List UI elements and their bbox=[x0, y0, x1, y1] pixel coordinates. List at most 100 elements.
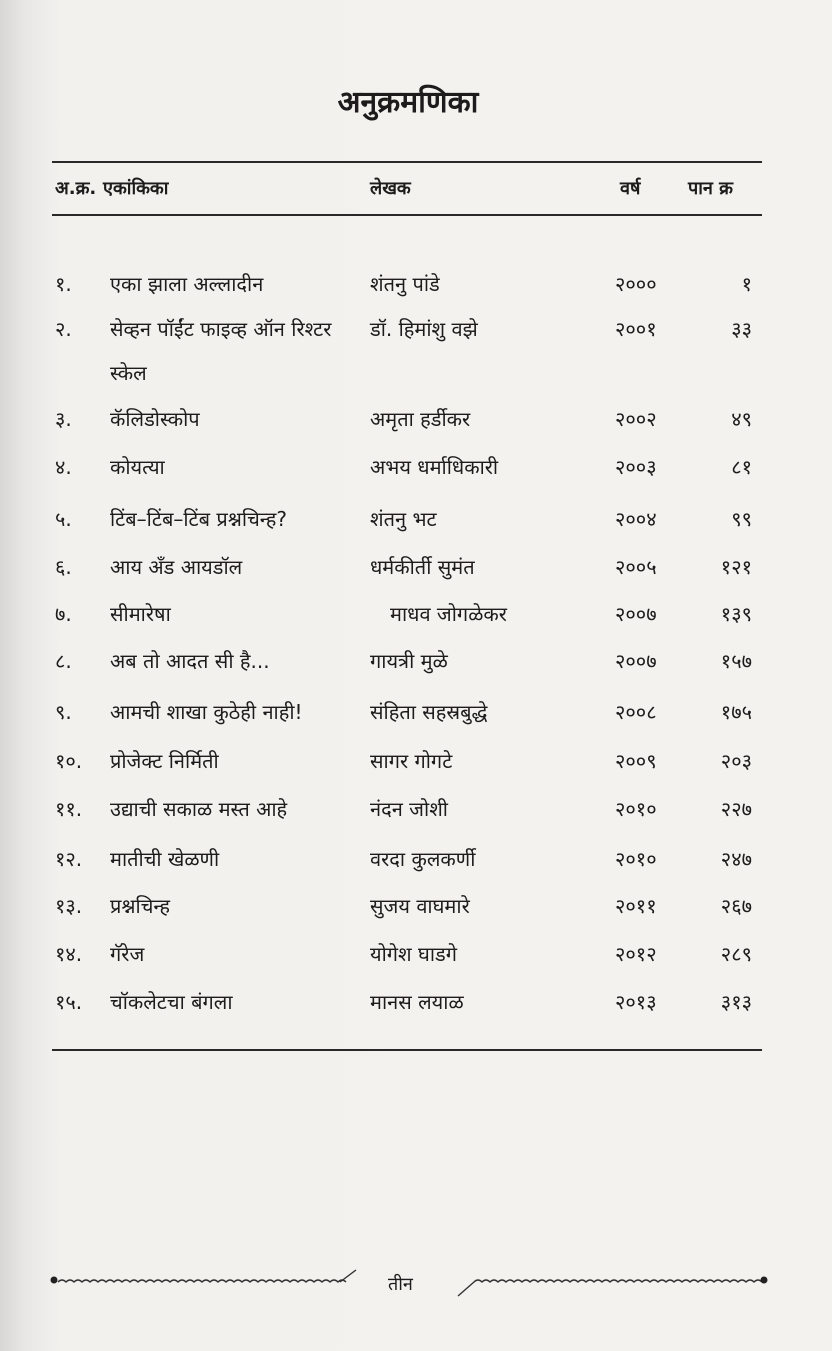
row-number: १. bbox=[55, 272, 72, 296]
author-name: योगेश घाडगे bbox=[370, 942, 457, 966]
year: २००१ bbox=[615, 317, 657, 341]
bottom-rule bbox=[52, 1049, 762, 1051]
year: २००९ bbox=[615, 749, 657, 773]
play-title: सीमारेषा bbox=[110, 602, 171, 626]
page-number-cell: १ bbox=[741, 272, 752, 296]
wavy-ornament-icon bbox=[50, 1269, 768, 1297]
table-row: ९. आमची शाखा कुठेही नाही! संहिता सहस्रबुद्… bbox=[0, 690, 832, 734]
table-row: ११. उद्याची सकाळ मस्त आहे नंदन जोशी २०१० २२७ bbox=[0, 787, 832, 831]
play-title: सेव्हन पॉईंट फाइव्ह ऑन रिश्टर स्केल bbox=[110, 317, 332, 385]
row-number: ७. bbox=[55, 602, 72, 626]
table-row: ४. कोयत्या अभय धर्माधिकारी २००३ ८१ bbox=[0, 445, 832, 489]
author-name: सुजय वाघमारे bbox=[370, 894, 470, 918]
page-number-cell: २४७ bbox=[720, 847, 752, 871]
play-title: प्रश्नचिन्ह bbox=[110, 894, 170, 918]
author-name: मानस लयाळ bbox=[370, 990, 464, 1014]
page-number-cell: २६७ bbox=[720, 894, 752, 918]
table-row: ६. आय अँड आयडॉल धर्मकीर्ती सुमंत २००५ १२१ bbox=[0, 545, 832, 589]
page-number-cell: ९९ bbox=[731, 507, 752, 531]
row-number: ९. bbox=[55, 700, 72, 724]
page-number: तीन bbox=[388, 1274, 413, 1295]
row-number: १४. bbox=[55, 942, 83, 966]
year: २०१० bbox=[615, 797, 657, 821]
play-title: टिंब–टिंब–टिंब प्रश्नचिन्ह? bbox=[110, 507, 288, 531]
row-number: १०. bbox=[55, 749, 83, 773]
table-row: १५. चॉकलेटचा बंगला मानस लयाळ २०१३ ३१३ bbox=[0, 980, 832, 1024]
play-title: गॅरेज bbox=[110, 942, 145, 966]
play-title: चॉकलेटचा बंगला bbox=[110, 990, 233, 1014]
table-row: १४. गॅरेज योगेश घाडगे २०१२ २८९ bbox=[0, 932, 832, 976]
row-number: ४. bbox=[55, 455, 72, 479]
page-title: अनुक्रमणिका bbox=[337, 85, 479, 120]
row-number: १२. bbox=[55, 847, 83, 871]
top-rule bbox=[52, 161, 762, 163]
page-number-cell: १५७ bbox=[720, 649, 752, 673]
header-year: वर्ष bbox=[620, 178, 641, 199]
author-name: नंदन जोशी bbox=[370, 797, 448, 821]
year: २००० bbox=[615, 272, 657, 296]
row-number: २. bbox=[55, 317, 72, 341]
year: २००७ bbox=[615, 602, 657, 626]
row-number: ३. bbox=[55, 407, 72, 431]
year: २०१२ bbox=[615, 942, 657, 966]
year: २०१३ bbox=[615, 990, 657, 1014]
page-number-cell: २८९ bbox=[720, 942, 752, 966]
year: २००४ bbox=[615, 507, 657, 531]
author-name: गायत्री मुळे bbox=[370, 649, 448, 673]
page-footer: तीन bbox=[0, 1268, 832, 1308]
year: २००८ bbox=[615, 700, 657, 724]
play-title: कॅलिडोस्कोप bbox=[110, 407, 200, 431]
page-number-cell: २०३ bbox=[720, 749, 752, 773]
page-number-cell: ४९ bbox=[731, 407, 752, 431]
table-row: १३. प्रश्नचिन्ह सुजय वाघमारे २०११ २६७ bbox=[0, 884, 832, 928]
author-name: सागर गोगटे bbox=[370, 749, 453, 773]
author-name: माधव जोगळेकर bbox=[390, 602, 507, 626]
author-name: धर्मकीर्ती सुमंत bbox=[370, 555, 475, 579]
row-number: १३. bbox=[55, 894, 83, 918]
author-name: संहिता सहस्रबुद्धे bbox=[370, 700, 488, 724]
header-author: लेखक bbox=[370, 178, 411, 199]
play-title: प्रोजेक्ट निर्मिती bbox=[110, 749, 219, 773]
play-title: अब तो आदत सी है... bbox=[110, 649, 270, 673]
table-row: १. एका झाला अल्लादीन शंतनु पांडे २००० १ bbox=[0, 262, 832, 306]
year: २००२ bbox=[615, 407, 657, 431]
header-number: अ.क्र. bbox=[55, 178, 97, 199]
table-row: २. सेव्हन पॉईंट फाइव्ह ऑन रिश्टर स्केल डॉ.… bbox=[0, 307, 832, 385]
header-page: पान क्र bbox=[688, 178, 733, 199]
header-play: एकांकिका bbox=[103, 178, 169, 199]
page-number-cell: १२१ bbox=[720, 555, 752, 579]
play-title: उद्याची सकाळ मस्त आहे bbox=[110, 797, 288, 821]
row-number: ८. bbox=[55, 649, 72, 673]
play-title: कोयत्या bbox=[110, 455, 165, 479]
page-number-cell: ३१३ bbox=[720, 990, 752, 1014]
page-number-cell: ३३ bbox=[731, 317, 752, 341]
author-name: वरदा कुलकर्णी bbox=[370, 847, 476, 871]
table-row: ५. टिंब–टिंब–टिंब प्रश्नचिन्ह? शंतनु भट २००… bbox=[0, 497, 832, 541]
page-number-cell: १३९ bbox=[720, 602, 752, 626]
row-number: ५. bbox=[55, 507, 72, 531]
row-number: ११. bbox=[55, 797, 83, 821]
table-row: १२. मातीची खेळणी वरदा कुलकर्णी २०१० २४७ bbox=[0, 837, 832, 881]
year: २००३ bbox=[615, 455, 657, 479]
play-title: एका झाला अल्लादीन bbox=[110, 272, 264, 296]
page-number-cell: १७५ bbox=[720, 700, 752, 724]
table-row: ३. कॅलिडोस्कोप अमृता हर्डीकर २००२ ४९ bbox=[0, 397, 832, 441]
author-name: डॉ. हिमांशु वझे bbox=[370, 317, 478, 341]
row-number: ६. bbox=[55, 555, 72, 579]
author-name: अभय धर्माधिकारी bbox=[370, 455, 499, 479]
play-title: आमची शाखा कुठेही नाही! bbox=[110, 700, 303, 724]
row-number: १५. bbox=[55, 990, 83, 1014]
play-title: आय अँड आयडॉल bbox=[110, 555, 243, 579]
year: २००७ bbox=[615, 649, 657, 673]
table-row: ८. अब तो आदत सी है... गायत्री मुळे २००७ १५७ bbox=[0, 639, 832, 683]
header-rule bbox=[52, 214, 762, 216]
year: २००५ bbox=[615, 555, 657, 579]
table-row: १०. प्रोजेक्ट निर्मिती सागर गोगटे २००९ २०३ bbox=[0, 739, 832, 783]
author-name: शंतनु भट bbox=[370, 507, 437, 531]
page-number-cell: ८१ bbox=[731, 455, 752, 479]
year: २०११ bbox=[615, 894, 657, 918]
year: २०१० bbox=[615, 847, 657, 871]
table-row: ७. सीमारेषा माधव जोगळेकर २००७ १३९ bbox=[0, 592, 832, 636]
page-number-cell: २२७ bbox=[720, 797, 752, 821]
play-title: मातीची खेळणी bbox=[110, 847, 220, 871]
